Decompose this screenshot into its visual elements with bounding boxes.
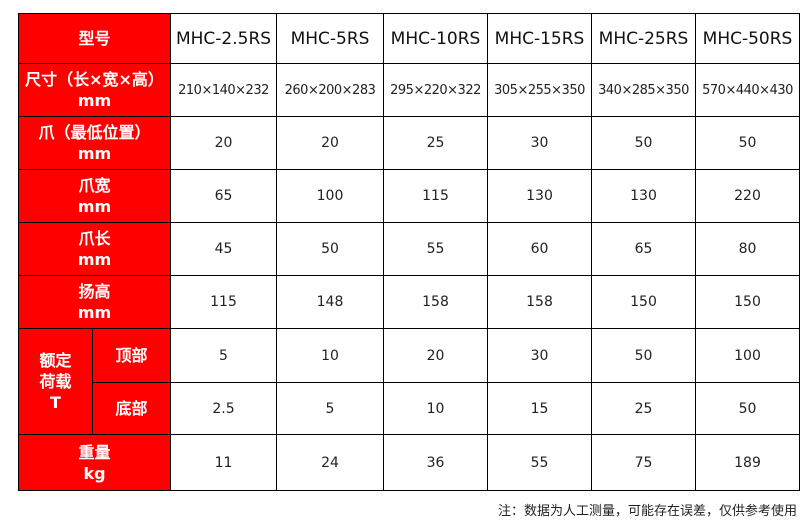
cell: 65: [591, 222, 697, 276]
cell: 11: [170, 434, 278, 491]
cell: 10: [383, 382, 489, 435]
load-top-header: 顶部: [91, 328, 172, 383]
cell: 50: [276, 222, 385, 276]
cell: 15: [487, 382, 593, 435]
cell: 24: [276, 434, 385, 491]
cell: 210×140×232: [170, 63, 278, 117]
cell: 25: [591, 382, 697, 435]
cell: 150: [695, 275, 801, 329]
table-row: 爪（最低位置） mm 20 20 25 30 50 50: [17, 116, 801, 170]
cell: 158: [383, 275, 489, 329]
row-header: 扬高 mm: [17, 275, 172, 329]
cell: 148: [276, 275, 385, 329]
cell: 5: [170, 328, 278, 383]
cell: 30: [487, 116, 593, 170]
row-label: 荷载: [39, 372, 72, 391]
cell: 20: [383, 328, 489, 383]
cell: 220: [695, 169, 801, 223]
cell: 295×220×322: [383, 63, 489, 117]
row-unit: mm: [77, 144, 112, 163]
cell: 36: [383, 434, 489, 491]
cell: 50: [695, 116, 801, 170]
cell: 2.5: [170, 382, 278, 435]
cell: 100: [695, 328, 801, 383]
header-row: 型号 MHC-2.5RS MHC-5RS MHC-10RS MHC-15RS M…: [17, 13, 801, 64]
row-label: 爪（最低位置）: [38, 123, 151, 142]
spec-table: 型号 MHC-2.5RS MHC-5RS MHC-10RS MHC-15RS M…: [17, 13, 801, 491]
cell: 130: [487, 169, 593, 223]
model-cell: MHC-25RS: [591, 13, 697, 64]
cell: 75: [591, 434, 697, 491]
row-label: 额定: [39, 351, 72, 370]
cell: 158: [487, 275, 593, 329]
table-row: 尺寸（长×宽×高） mm 210×140×232 260×200×283 295×…: [17, 63, 801, 117]
cell: 260×200×283: [276, 63, 385, 117]
load-header: 额定荷载 T: [18, 328, 93, 435]
cell: 5: [276, 382, 385, 435]
cell: 340×285×350: [591, 63, 697, 117]
cell: 50: [591, 328, 697, 383]
model-cell: MHC-50RS: [695, 13, 801, 64]
row-unit: mm: [77, 250, 112, 269]
cell: 45: [170, 222, 278, 276]
cell: 50: [695, 382, 801, 435]
cell: 150: [591, 275, 697, 329]
row-unit: T: [50, 393, 61, 412]
cell: 60: [487, 222, 593, 276]
cell: 570×440×430: [695, 63, 801, 117]
footnote: 注：数据为人工测量，可能存在误差，仅供参考使用: [497, 504, 797, 519]
table-row: 爪长 mm 45 50 55 60 65 80: [17, 222, 801, 276]
cell: 50: [591, 116, 697, 170]
row-unit: mm: [77, 303, 112, 322]
row-header: 重量 kg: [17, 434, 172, 491]
row-header: 爪长 mm: [17, 222, 172, 276]
cell: 100: [276, 169, 385, 223]
cell: 55: [487, 434, 593, 491]
cell: 30: [487, 328, 593, 383]
table-row: 重量 kg 11 24 36 55 75 189: [17, 434, 801, 491]
row-unit: mm: [77, 197, 112, 216]
model-cell: MHC-5RS: [276, 13, 385, 64]
cell: 189: [695, 434, 801, 491]
model-cell: MHC-2.5RS: [170, 13, 278, 64]
cell: 10: [276, 328, 385, 383]
row-label: 尺寸（长×宽×高）: [25, 70, 164, 89]
cell: 55: [383, 222, 489, 276]
cell: 115: [383, 169, 489, 223]
row-label: 重量: [78, 442, 111, 462]
table-row: 扬高 mm 115 148 158 158 150 150: [17, 275, 801, 329]
row-label: 爪长: [78, 229, 111, 248]
model-cell: MHC-15RS: [487, 13, 593, 64]
cell: 65: [170, 169, 278, 223]
cell: 305×255×350: [487, 63, 593, 117]
model-header: 型号: [17, 13, 172, 64]
cell: 130: [591, 169, 697, 223]
cell: 25: [383, 116, 489, 170]
cell: 80: [695, 222, 801, 276]
cell: 115: [170, 275, 278, 329]
table-row: 额定荷载 T 顶部 5 10 20 30 50 100: [18, 328, 801, 435]
row-unit: kg: [83, 463, 106, 483]
table-row: 底部 2.5 5 10 15 25 50: [19, 382, 801, 435]
model-cell: MHC-10RS: [383, 13, 489, 64]
row-header: 尺寸（长×宽×高） mm: [17, 63, 172, 117]
row-label: 扬高: [78, 282, 111, 301]
cell: 20: [276, 116, 385, 170]
cell: 20: [170, 116, 278, 170]
row-header: 爪（最低位置） mm: [17, 116, 172, 170]
row-header: 爪宽 mm: [17, 169, 172, 223]
load-bottom-header: 底部: [91, 382, 172, 435]
row-label: 爪宽: [78, 176, 111, 195]
row-unit: mm: [77, 91, 112, 110]
table-row: 爪宽 mm 65 100 115 130 130 220: [17, 169, 801, 223]
